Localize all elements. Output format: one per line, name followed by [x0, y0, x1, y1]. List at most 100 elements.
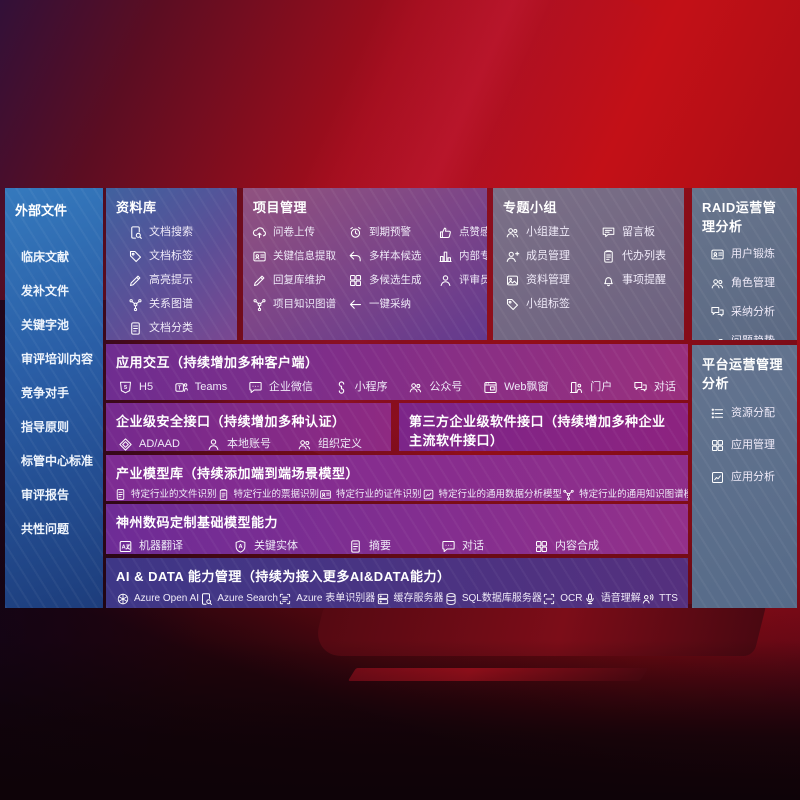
item-label: 小组建立 [526, 226, 570, 238]
panel-title: 专题小组 [503, 200, 558, 215]
pencil-icon [252, 273, 267, 288]
list-item: 公众号 [408, 380, 462, 395]
item-label: 内容合成 [555, 540, 599, 552]
list-item: 用户锻炼 [710, 247, 797, 262]
architecture-board: 外部文件 临床文献 发补文件 关键字池 审评培训内容 竞争对手 指导原则 标管中… [5, 188, 797, 608]
sidebar-item: 关键字池 [21, 317, 70, 332]
list-item: 事项提醒 [601, 273, 684, 288]
raid-analysis-panel: RAID运营管理分析 用户锻炼 角色管理 采纳分析 问题趋势 [692, 188, 797, 340]
translate-icon [118, 539, 133, 554]
item-label: 语音理解 [600, 593, 641, 604]
list-item: 组织定义 [297, 437, 362, 451]
ocr-frame-icon [542, 592, 556, 606]
list-icon [710, 406, 725, 421]
list-item: 缓存服务器 [376, 592, 444, 606]
list-item: 语音理解 [583, 592, 641, 606]
sidebar-item: 审评报告 [21, 487, 70, 502]
item-label: 多样本候选 [369, 250, 422, 263]
pencil-icon [128, 273, 143, 288]
list-item: 项目知识图谱 [252, 297, 348, 312]
item-label: 问卷上传 [273, 226, 315, 239]
grid-icon [534, 539, 549, 554]
item-label: 关键信息提取 [273, 250, 336, 263]
chat-bubble-icon [248, 380, 263, 395]
panel-title: 平台运营管理分析 [702, 357, 784, 391]
item-label: 采纳分析 [731, 306, 775, 318]
list-item: 企业微信 [248, 380, 313, 395]
people-icon [505, 225, 520, 240]
item-label: 特定行业的通用数据分析模型 [438, 488, 563, 500]
document-icon [114, 488, 127, 501]
portal-icon [569, 380, 584, 395]
list-item: H5 [118, 380, 153, 395]
list-item: 留言板 [601, 225, 684, 240]
list-item: 问题趋势 [710, 334, 797, 340]
band-title: 第三方企业级软件接口（持续增加多种企业主流软件接口） [409, 414, 666, 448]
project-management-panel: 项目管理 问卷上传 到期预警 点赞感谢 关键信息提取 多样本候选 内部专家排名 … [243, 188, 487, 340]
list-item: SQL数据库服务器 [444, 592, 542, 606]
item-label: 特定行业的票据识别 [233, 488, 320, 500]
list-item: 多样本候选 [348, 249, 438, 264]
item-label: Azure Search [217, 593, 278, 604]
item-label: 资料管理 [526, 274, 570, 286]
list-item: 内容合成 [534, 539, 599, 554]
item-label: 点赞感谢 [459, 226, 487, 239]
item-label: SQL数据库服务器 [461, 593, 542, 604]
list-item: 到期预警 [348, 225, 438, 240]
item-label: 文档搜索 [149, 226, 193, 238]
alarm-icon [348, 225, 363, 240]
list-item: 点赞感谢 [438, 225, 487, 240]
item-label: 关系图谱 [149, 298, 193, 310]
list-item: 门户 [569, 380, 612, 395]
document-search-icon [199, 592, 213, 606]
teams-icon [174, 380, 189, 395]
item-label: 摘要 [369, 540, 391, 552]
person-add-icon [505, 249, 520, 264]
item-label: TTS [659, 593, 678, 604]
list-item: 机器翻译 [118, 539, 183, 554]
item-label: 项目知识图谱 [273, 298, 336, 311]
item-label: OCR [560, 593, 583, 604]
list-item: 对话 [633, 380, 676, 395]
item-label: 缓存服务器 [393, 593, 444, 604]
knowledge-graph-icon [128, 297, 143, 312]
item-label: 机器翻译 [139, 540, 183, 552]
item-label: 对话 [653, 381, 676, 393]
grid-icon [348, 273, 363, 288]
list-item: Web飘窗 [483, 380, 548, 395]
ai-data-band: AI & DATA 能力管理（持续为接入更多AI&DATA能力） Azure O… [106, 558, 688, 608]
list-item: Azure 表单识别器 [278, 592, 375, 606]
item-label: 门户 [590, 381, 613, 393]
list-item: 小组标签 [505, 297, 601, 312]
voice-person-icon [641, 592, 655, 606]
clipboard-icon [601, 249, 616, 264]
people-icon [710, 276, 725, 291]
list-item: Azure Open AI [116, 592, 199, 606]
item-label: 问题趋势 [731, 336, 775, 341]
external-files-panel: 外部文件 临床文献 发补文件 关键字池 审评培训内容 竞争对手 指导原则 标管中… [5, 188, 103, 608]
chat-duo-icon [633, 380, 648, 395]
platform-analysis-panel: 平台运营管理分析 资源分配 应用管理 应用分析 [692, 345, 797, 608]
list-item: 问卷上传 [252, 225, 348, 240]
microphone-icon [583, 592, 597, 606]
browser-window-icon [483, 380, 498, 395]
list-item: 对话 [441, 539, 484, 554]
diamond-icon [118, 437, 133, 451]
trend-chart-icon [710, 334, 725, 340]
list-item: 应用管理 [710, 438, 797, 453]
tag-icon [505, 297, 520, 312]
item-label: 角色管理 [731, 277, 775, 289]
list-item: 特定行业的通用数据分析模型 [422, 488, 563, 501]
item-label: 一键采纳 [369, 298, 411, 311]
list-item: 摘要 [348, 539, 391, 554]
item-label: 本地账号 [226, 438, 271, 450]
list-item: 资料管理 [505, 273, 601, 288]
clipboard-icon [217, 488, 230, 501]
item-label: 多候选生成 [369, 274, 422, 287]
tag-icon [128, 249, 143, 264]
list-item: 文档标签 [128, 249, 237, 264]
item-label: 特定行业的通用知识图谱模型 [579, 488, 688, 500]
list-item: 特定行业的文件识别 [114, 488, 217, 501]
thirdparty-interface-band: 第三方企业级软件接口（持续增加多种企业主流软件接口） API自动化设计器 [399, 403, 688, 451]
list-item: 文档分类 [128, 321, 237, 336]
